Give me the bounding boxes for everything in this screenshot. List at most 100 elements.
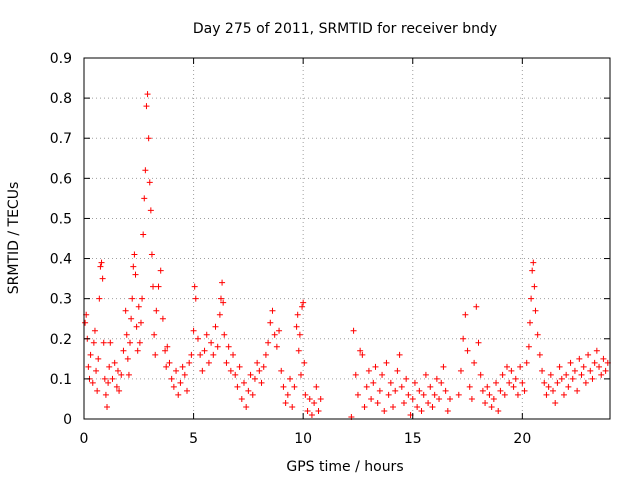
data-point bbox=[247, 371, 254, 378]
data-point bbox=[374, 399, 381, 406]
data-point bbox=[197, 351, 204, 358]
data-point bbox=[420, 391, 427, 398]
y-tick-label: 0.7 bbox=[50, 131, 72, 147]
data-point bbox=[201, 347, 208, 354]
data-point bbox=[184, 387, 191, 394]
data-point bbox=[438, 379, 445, 386]
data-point bbox=[234, 383, 241, 390]
data-point bbox=[368, 395, 375, 402]
data-point bbox=[400, 399, 407, 406]
data-point bbox=[387, 379, 394, 386]
data-point bbox=[514, 391, 521, 398]
data-point bbox=[190, 327, 197, 334]
data-point bbox=[409, 395, 416, 402]
data-point bbox=[296, 331, 303, 338]
data-point bbox=[142, 167, 149, 174]
data-point bbox=[179, 363, 186, 370]
data-point bbox=[276, 327, 283, 334]
data-point bbox=[97, 263, 104, 270]
data-point bbox=[460, 335, 467, 342]
data-point bbox=[392, 387, 399, 394]
data-point bbox=[164, 343, 171, 350]
data-point bbox=[148, 251, 155, 258]
data-point bbox=[405, 391, 412, 398]
data-point bbox=[379, 371, 386, 378]
data-point bbox=[208, 339, 215, 346]
data-point bbox=[383, 359, 390, 366]
data-point bbox=[596, 363, 603, 370]
data-point bbox=[256, 367, 263, 374]
data-point bbox=[118, 371, 125, 378]
data-point bbox=[123, 331, 130, 338]
data-point bbox=[150, 283, 157, 290]
data-point bbox=[135, 303, 142, 310]
data-point bbox=[477, 371, 484, 378]
data-point bbox=[550, 387, 557, 394]
data-point bbox=[203, 331, 210, 338]
data-point bbox=[128, 315, 135, 322]
data-point bbox=[442, 387, 449, 394]
data-point bbox=[403, 375, 410, 382]
data-point bbox=[517, 363, 524, 370]
data-point bbox=[210, 351, 217, 358]
data-point bbox=[556, 363, 563, 370]
data-point bbox=[580, 363, 587, 370]
data-point bbox=[225, 343, 232, 350]
data-point bbox=[90, 339, 97, 346]
data-point bbox=[376, 387, 383, 394]
data-point bbox=[501, 391, 508, 398]
data-point bbox=[291, 383, 298, 390]
data-point bbox=[447, 395, 454, 402]
data-point bbox=[475, 339, 482, 346]
data-point bbox=[293, 323, 300, 330]
data-point bbox=[129, 295, 136, 302]
data-point bbox=[271, 331, 278, 338]
data-point bbox=[124, 355, 131, 362]
data-point bbox=[425, 399, 432, 406]
data-point bbox=[151, 331, 158, 338]
data-point bbox=[144, 91, 151, 98]
data-point bbox=[473, 303, 480, 310]
data-point bbox=[497, 387, 504, 394]
data-point bbox=[569, 375, 576, 382]
data-point bbox=[99, 275, 106, 282]
data-point bbox=[205, 359, 212, 366]
data-point bbox=[236, 363, 243, 370]
data-point bbox=[289, 403, 296, 410]
data-point bbox=[297, 371, 304, 378]
data-point bbox=[414, 403, 421, 410]
data-point bbox=[199, 367, 206, 374]
data-point bbox=[299, 303, 306, 310]
data-point bbox=[422, 371, 429, 378]
y-tick-labels: 0 0.1 0.2 0.3 0.4 0.5 0.6 0.7 0.8 0.9 bbox=[50, 51, 72, 428]
data-point bbox=[530, 259, 537, 266]
data-point bbox=[155, 283, 162, 290]
data-point bbox=[192, 295, 199, 302]
data-point bbox=[536, 351, 543, 358]
data-point bbox=[94, 387, 101, 394]
plot-frame bbox=[83, 57, 611, 420]
data-point bbox=[433, 375, 440, 382]
data-point bbox=[455, 391, 462, 398]
data-point bbox=[539, 367, 546, 374]
data-point bbox=[510, 383, 517, 390]
y-tick-label: 0.4 bbox=[50, 252, 72, 268]
data-point bbox=[106, 363, 113, 370]
data-point bbox=[282, 399, 289, 406]
data-point bbox=[216, 311, 223, 318]
data-point bbox=[390, 403, 397, 410]
data-point bbox=[238, 395, 245, 402]
data-point bbox=[598, 371, 605, 378]
data-point bbox=[532, 307, 539, 314]
data-point bbox=[85, 363, 92, 370]
data-point bbox=[381, 407, 388, 414]
data-point bbox=[116, 387, 123, 394]
data-point bbox=[219, 279, 226, 286]
data-point bbox=[372, 363, 379, 370]
data-point bbox=[133, 323, 140, 330]
data-point bbox=[304, 407, 311, 414]
data-point bbox=[464, 347, 471, 354]
data-point bbox=[132, 271, 139, 278]
data-point bbox=[140, 231, 147, 238]
data-point bbox=[602, 367, 609, 374]
